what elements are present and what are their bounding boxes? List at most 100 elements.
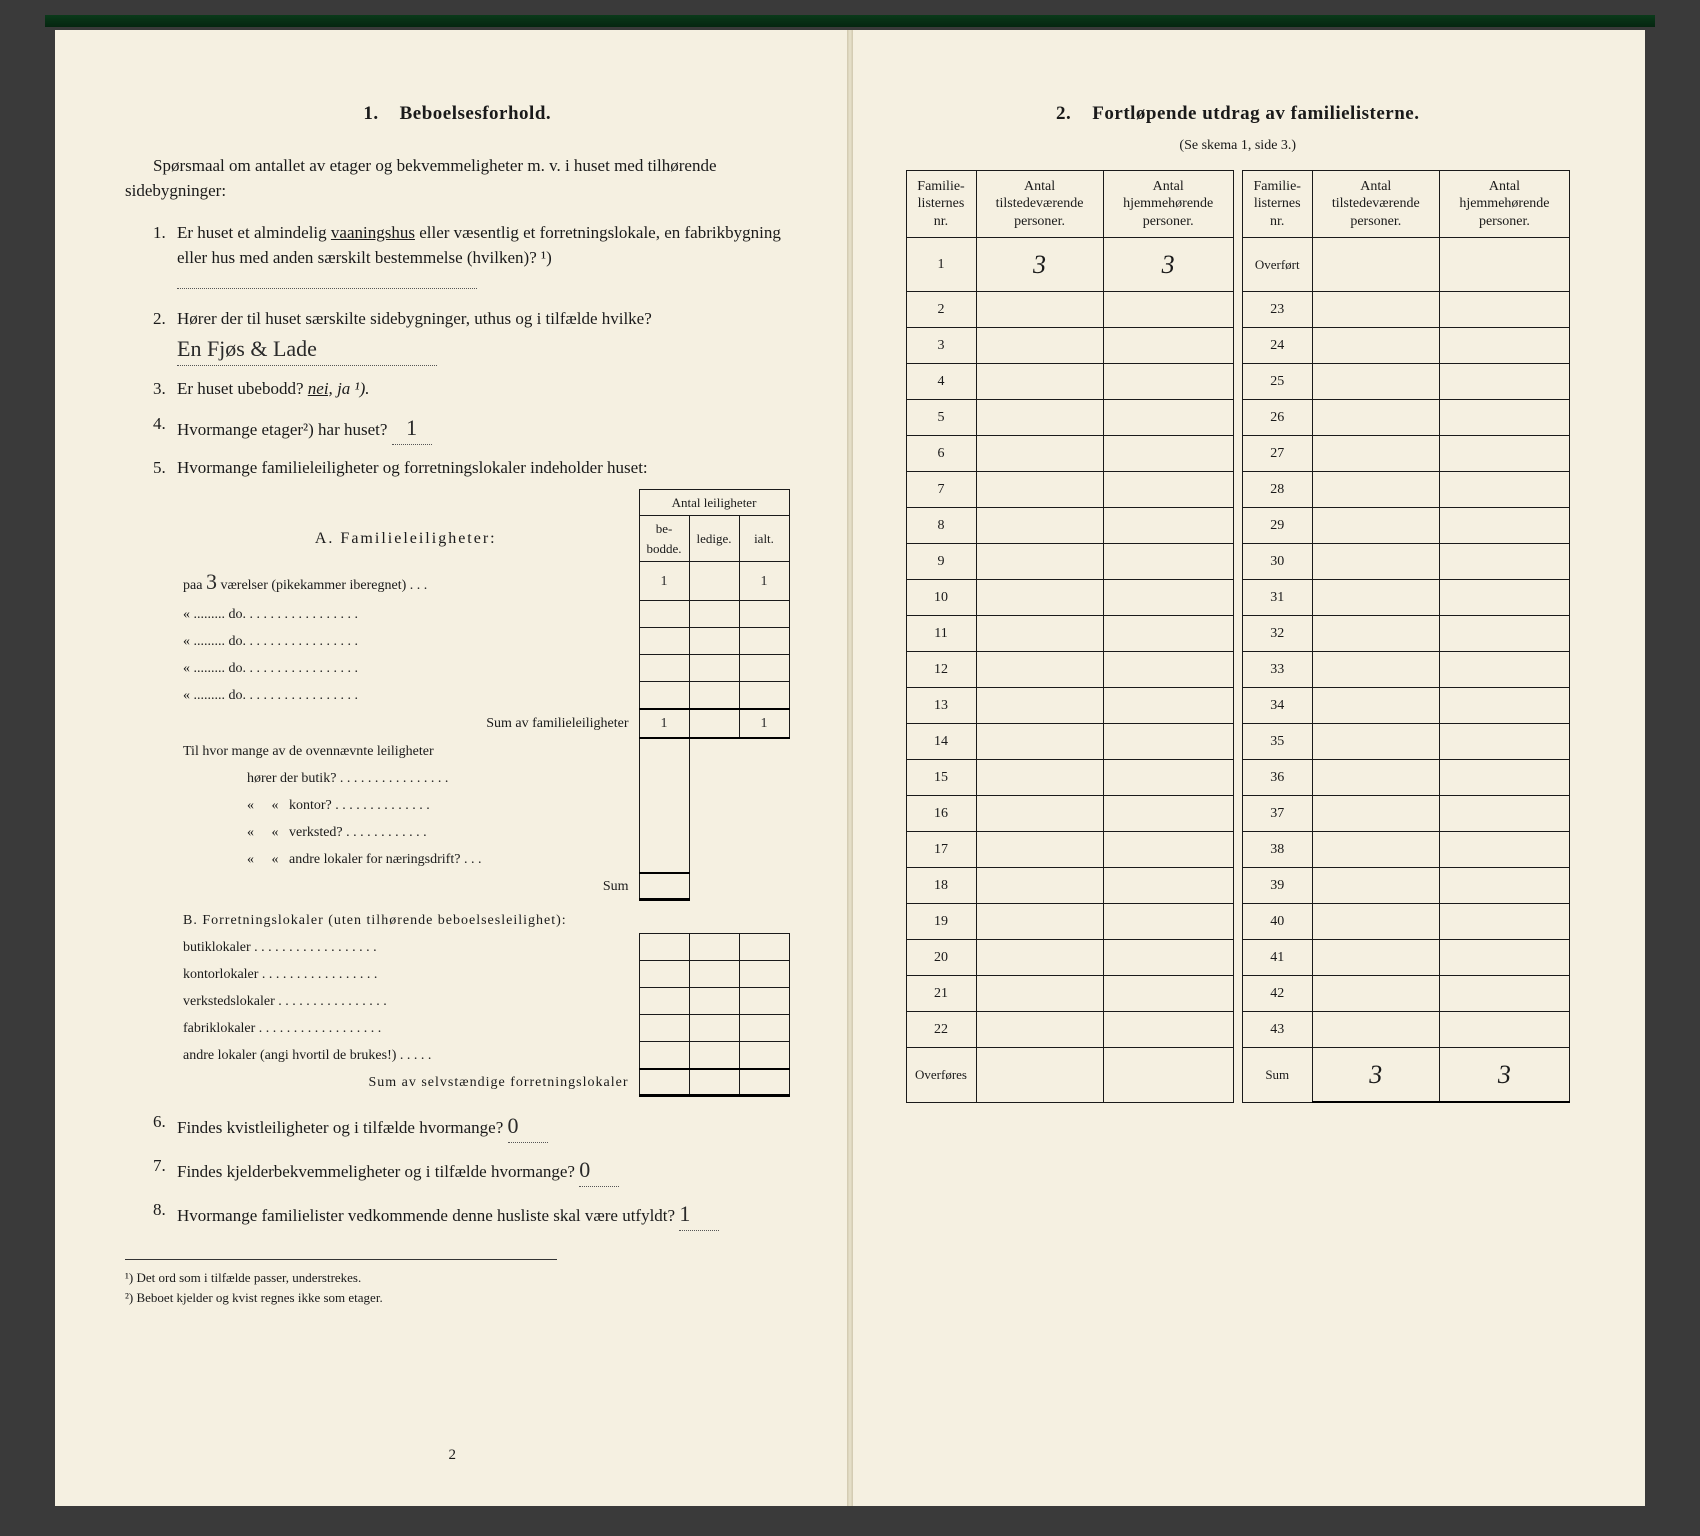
hjem-cell	[1439, 544, 1569, 580]
cell	[1103, 1048, 1233, 1103]
separator	[1233, 652, 1242, 688]
row-num: 25	[1242, 364, 1312, 400]
cell	[639, 873, 689, 900]
separator	[1233, 868, 1242, 904]
fam-table-header: Familie- listernes nr. Antal tilstedevær…	[906, 170, 1570, 238]
row-num: 23	[1242, 292, 1312, 328]
question-1: 1. Er huset et almindelig vaaningshus el…	[153, 220, 790, 297]
separator	[1233, 400, 1242, 436]
hjem-cell	[1439, 472, 1569, 508]
separator	[1233, 616, 1242, 652]
separator	[1233, 1048, 1242, 1103]
row-num: 42	[1242, 976, 1312, 1012]
section-2-number: 2.	[1056, 103, 1071, 124]
til-cell	[1312, 976, 1439, 1012]
col-bebodde: be- bodde.	[639, 516, 689, 562]
row-a5: « ......... do. . . . . . . . . . . . . …	[177, 682, 639, 709]
til-cell	[1312, 904, 1439, 940]
b4: fabriklokaler . . . . . . . . . . . . . …	[177, 1015, 639, 1042]
cell	[976, 1048, 1103, 1103]
sum-til: 3	[1312, 1048, 1439, 1103]
apartments-table: Antal leiligheter A. Familieleiligheter:…	[177, 489, 790, 1098]
row-num: 5	[906, 400, 976, 436]
hjem-cell	[1439, 796, 1569, 832]
row-num: 3	[906, 328, 976, 364]
th-nr-1: Familie- listernes nr.	[906, 170, 976, 238]
q7-text: Findes kjelderbekvemmeligheter og i tilf…	[177, 1162, 575, 1181]
cell	[689, 934, 739, 961]
b1: butiklokaler . . . . . . . . . . . . . .…	[177, 934, 639, 961]
separator	[1233, 436, 1242, 472]
cell	[739, 601, 789, 628]
table-row: 2243	[906, 1012, 1570, 1048]
separator	[1233, 940, 1242, 976]
table-row: butiklokaler . . . . . . . . . . . . . .…	[177, 934, 789, 961]
question-3: 3. Er huset ubebodd? nei, ja ¹).	[153, 376, 790, 402]
cell	[639, 628, 689, 655]
til-cell	[1312, 364, 1439, 400]
row-num: 16	[906, 796, 976, 832]
question-4: 4. Hvormange etager²) har huset? 1	[153, 411, 790, 445]
q4-text: Hvormange etager²) har huset?	[177, 420, 387, 439]
th-til-2: Antal tilstedeværende personer.	[1312, 170, 1439, 238]
cell	[639, 682, 689, 709]
section-1-number: 1.	[363, 103, 378, 124]
row-num: 1	[906, 238, 976, 292]
separator	[1233, 904, 1242, 940]
cell	[739, 873, 789, 900]
table-row-sum: OverføresSum33	[906, 1048, 1570, 1103]
q3-number: 3.	[153, 376, 166, 402]
separator	[1233, 580, 1242, 616]
separator	[1233, 796, 1242, 832]
separator	[1233, 760, 1242, 796]
footnote-2: ²) Beboet kjelder og kvist regnes ikke s…	[125, 1288, 557, 1308]
cell	[739, 988, 789, 1015]
th-nr-2: Familie- listernes nr.	[1242, 170, 1312, 238]
q3-nei: nei,	[308, 379, 333, 398]
col-ialt: ialt.	[739, 516, 789, 562]
til-cell	[1312, 940, 1439, 976]
row-num: 15	[906, 760, 976, 796]
cell	[689, 628, 739, 655]
til-cell	[976, 868, 1103, 904]
row-num: 35	[1242, 724, 1312, 760]
cell	[689, 682, 739, 709]
til-cell	[1312, 400, 1439, 436]
page-number-left: 2	[55, 1444, 850, 1467]
til-cell	[976, 724, 1103, 760]
q6-hand: 0	[508, 1109, 548, 1143]
til-cell	[1312, 796, 1439, 832]
table-row: 627	[906, 436, 1570, 472]
til-cell	[1312, 868, 1439, 904]
hjem-cell	[1439, 904, 1569, 940]
table-row: 728	[906, 472, 1570, 508]
cell	[689, 1069, 739, 1096]
row-num: 41	[1242, 940, 1312, 976]
q4-number: 4.	[153, 411, 166, 437]
q1-blank	[177, 288, 477, 289]
row-a1-rest: værelser (pikekammer iberegnet) . . .	[220, 578, 427, 593]
sum-a-label: Sum av familieleiligheter	[177, 709, 639, 738]
row-num: 34	[1242, 688, 1312, 724]
hjem-cell	[1103, 328, 1233, 364]
hjem-cell	[1103, 904, 1233, 940]
til-cell	[976, 832, 1103, 868]
row-num: 9	[906, 544, 976, 580]
table-row: 324	[906, 328, 1570, 364]
row-a1-label: paa 3 værelser (pikekammer iberegnet) . …	[177, 562, 639, 601]
til-cell	[1312, 760, 1439, 796]
cell	[689, 873, 739, 900]
q1-text-a: Er huset et almindelig	[177, 223, 331, 242]
til-cell	[976, 976, 1103, 1012]
til-cell	[976, 760, 1103, 796]
hjem-cell	[1439, 652, 1569, 688]
separator	[1233, 1012, 1242, 1048]
separator	[1233, 544, 1242, 580]
table-row: Sum	[177, 873, 789, 900]
table-row: verkstedslokaler . . . . . . . . . . . .…	[177, 988, 789, 1015]
table-row: 1334	[906, 688, 1570, 724]
cell	[739, 1042, 789, 1069]
row-num: 21	[906, 976, 976, 1012]
q6-text: Findes kvistleiligheter og i tilfælde hv…	[177, 1118, 503, 1137]
hjem-cell	[1103, 508, 1233, 544]
